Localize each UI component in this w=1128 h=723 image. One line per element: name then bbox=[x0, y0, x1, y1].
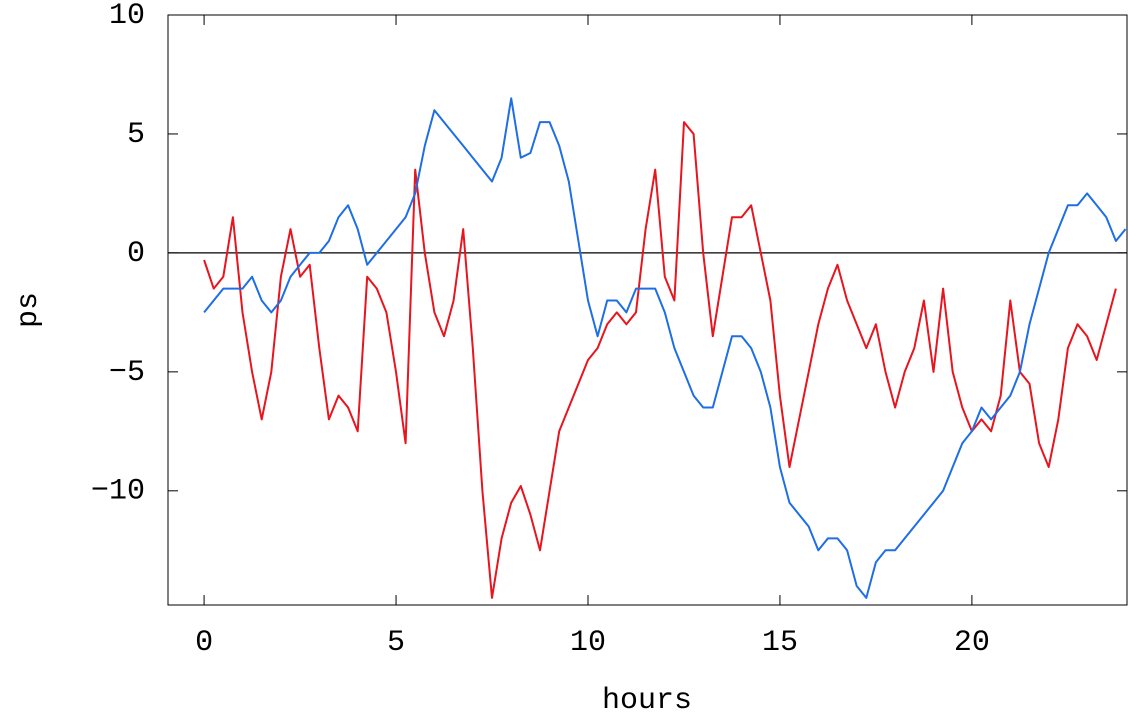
y-axis-label: ps bbox=[12, 292, 46, 328]
x-tick-label: 10 bbox=[570, 626, 606, 660]
x-tick-label: 5 bbox=[387, 626, 405, 660]
x-tick-label: 15 bbox=[762, 626, 798, 660]
y-tick-label: 5 bbox=[127, 118, 145, 152]
x-tick-label: 20 bbox=[954, 626, 990, 660]
x-tick-label: 0 bbox=[195, 626, 213, 660]
series-line bbox=[203, 97, 1127, 599]
x-axis-label: hours bbox=[602, 684, 692, 718]
plot-frame bbox=[167, 14, 1128, 606]
y-tick-label: −5 bbox=[109, 356, 145, 390]
y-tick-label: 0 bbox=[127, 237, 145, 271]
y-tick-label: 10 bbox=[109, 0, 145, 33]
series-line bbox=[203, 121, 1117, 599]
y-tick-label: −10 bbox=[91, 475, 145, 509]
